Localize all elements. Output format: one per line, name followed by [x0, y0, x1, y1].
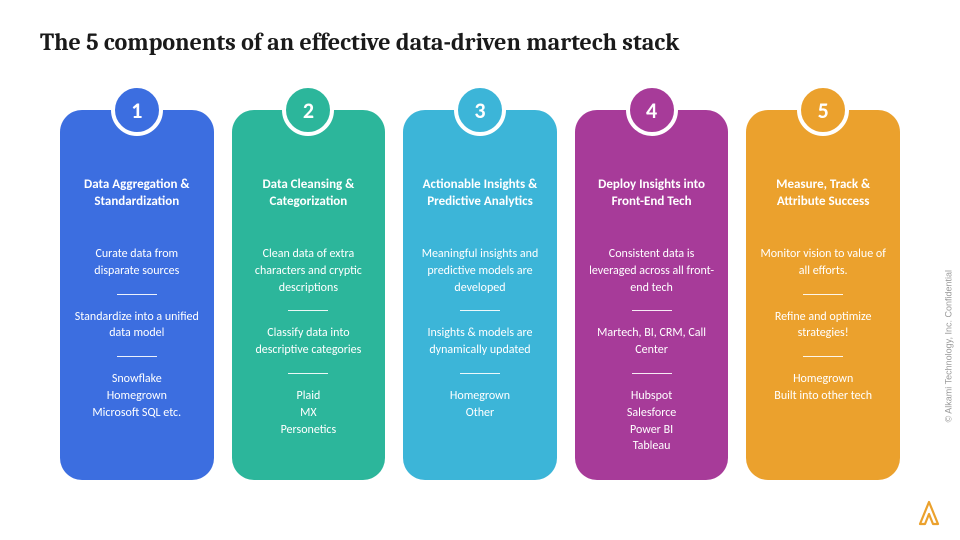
card-section: Standardize into a unified data model: [74, 299, 200, 353]
divider: [632, 373, 672, 374]
card-title: Measure, Track & Attribute Success: [760, 170, 886, 218]
card-section: Martech, BI, CRM, Call Center: [589, 315, 715, 369]
card-section: Clean data of extra characters and crypt…: [246, 236, 372, 306]
card-badge: 1: [111, 84, 163, 136]
card-section: PlaidMXPersonetics: [246, 378, 372, 448]
card-title: Data Aggregation & Standardization: [74, 170, 200, 218]
card-title: Data Cleansing & Categorization: [246, 170, 372, 218]
divider: [288, 373, 328, 374]
confidential-footer: © Alkami Technology, Inc. Confidential: [943, 270, 953, 422]
card-section: SnowflakeHomegrownMicrosoft SQL etc.: [74, 361, 200, 431]
card-section: Refine and optimize strategies!: [760, 299, 886, 353]
divider: [117, 356, 157, 357]
divider: [460, 310, 500, 311]
divider: [803, 356, 843, 357]
divider: [803, 294, 843, 295]
card-badge: 2: [282, 84, 334, 136]
divider: [460, 373, 500, 374]
card-section: Meaningful insights and predictive model…: [417, 236, 543, 306]
card-3: 3Actionable Insights & Predictive Analyt…: [403, 110, 557, 480]
brand-logo-icon: [918, 500, 940, 526]
card-section: Curate data from disparate sources: [74, 236, 200, 290]
divider: [117, 294, 157, 295]
card-section: HomegrownOther: [417, 378, 543, 432]
divider: [632, 310, 672, 311]
page-title: The 5 components of an effective data-dr…: [40, 28, 679, 56]
card-section: HubspotSalesforcePower BITableau: [589, 378, 715, 465]
card-section: Classify data into descriptive categorie…: [246, 315, 372, 369]
card-4: 4Deploy Insights intoFront-End TechConsi…: [575, 110, 729, 480]
cards-row: 1Data Aggregation & StandardizationCurat…: [60, 110, 900, 480]
card-2: 2Data Cleansing & CategorizationClean da…: [232, 110, 386, 480]
divider: [288, 310, 328, 311]
card-title: Actionable Insights & Predictive Analyti…: [417, 170, 543, 218]
card-badge: 5: [797, 84, 849, 136]
card-1: 1Data Aggregation & StandardizationCurat…: [60, 110, 214, 480]
card-section: Consistent data is leveraged across all …: [589, 236, 715, 306]
card-section: Monitor vision to value of all efforts.: [760, 236, 886, 290]
card-title: Deploy Insights intoFront-End Tech: [589, 170, 715, 218]
card-5: 5Measure, Track & Attribute SuccessMonit…: [746, 110, 900, 480]
card-section: HomegrownBuilt into other tech: [760, 361, 886, 415]
card-badge: 3: [454, 84, 506, 136]
card-badge: 4: [626, 84, 678, 136]
card-section: Insights & models are dynamically update…: [417, 315, 543, 369]
